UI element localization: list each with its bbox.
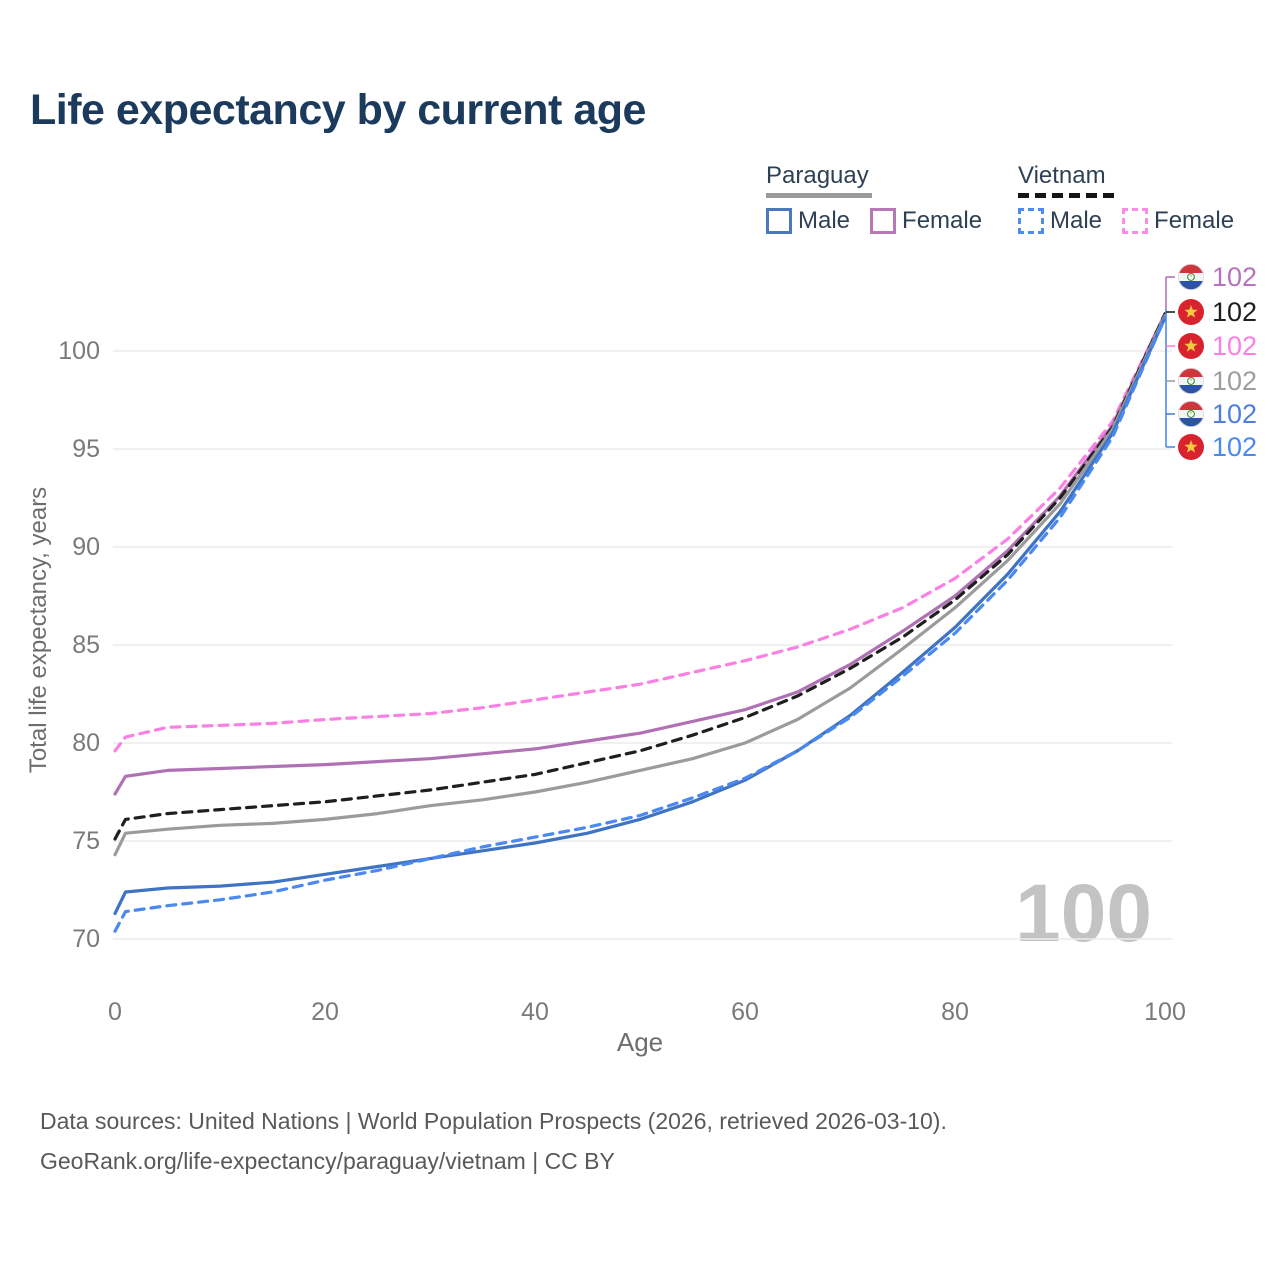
footer-attribution-url: GeoRank.org/life-expectancy/paraguay/vie… [40,1148,615,1174]
paraguay-line-style-sample [766,193,872,198]
x-tick-label-60: 60 [731,998,759,1026]
paraguay-flag-icon [1178,401,1204,427]
legend-items-paraguay: Male Female [766,207,982,235]
legend-item-label: Male [1050,207,1103,234]
legend-group-paraguay: Paraguay Male Female [766,162,982,235]
legend-country-label-vietnam: Vietnam [1018,162,1106,189]
legend-item-label: Male [798,207,851,234]
series-line-vietnam [113,312,1167,841]
y-tick-label-75: 75 [72,827,100,855]
vietnam-flag-icon [1178,333,1204,359]
legend-country-vietnam[interactable]: Vietnam [1018,162,1234,198]
legend-item-vietnam-male[interactable]: Male [1018,207,1102,235]
y-axis-title: Total life expectancy, years [25,487,52,773]
page-title: Life expectancy by current age [30,86,646,134]
paraguay-flag-icon [1178,264,1204,290]
paraguay-flag-icon [1178,368,1204,394]
series-line-vietnam-female [113,312,1167,753]
end-label-value-vietnam: 102 [1212,297,1257,327]
footer-data-sources: Data sources: United Nations | World Pop… [40,1108,947,1134]
paraguay-male-swatch-icon [766,208,792,234]
series-line-paraguay-male [113,316,1167,916]
x-axis-title: Age [617,1027,663,1057]
legend-item-label: Female [902,207,983,234]
series-line-paraguay-female [113,312,1167,796]
paraguay-female-swatch-icon [870,208,897,234]
x-tick-label-0: 0 [108,998,122,1026]
legend-group-vietnam: Vietnam Male Female [1018,162,1234,235]
x-tick-label-100: 100 [1144,998,1186,1026]
vietnam-flag-icon [1178,299,1204,325]
y-tick-label-90: 90 [72,533,100,561]
end-label-value-vietnam-female: 102 [1212,331,1257,361]
y-tick-label-100: 100 [58,337,100,365]
y-tick-label-80: 80 [72,729,100,757]
vietnam-female-swatch-icon [1122,208,1149,234]
y-tick-label-70: 70 [72,925,100,953]
legend-item-label: Female [1154,207,1235,234]
x-tick-label-40: 40 [521,998,549,1026]
legend-items-vietnam: Male Female [1018,207,1234,235]
x-tick-label-20: 20 [311,998,339,1026]
legend-item-paraguay-male[interactable]: Male [766,207,850,235]
x-tick-label-80: 80 [941,998,969,1026]
end-label-value-paraguay-male: 102 [1212,399,1257,429]
legend-item-paraguay-female[interactable]: Female [870,207,982,235]
y-tick-label-85: 85 [72,631,100,659]
end-label-value-vietnam-male: 102 [1212,432,1257,462]
end-label-value-paraguay: 102 [1212,366,1257,396]
end-label-value-paraguay-female: 102 [1212,262,1257,292]
vietnam-male-swatch-icon [1018,208,1044,234]
vietnam-flag-icon [1178,434,1204,460]
legend-country-paraguay[interactable]: Paraguay [766,162,982,198]
series-line-vietnam-male [113,316,1167,933]
legend-country-label-paraguay: Paraguay [766,162,869,189]
age-counter-watermark: 100 [1015,868,1152,959]
vietnam-line-style-sample [1018,193,1119,198]
series-line-paraguay [113,314,1167,857]
legend-item-vietnam-female[interactable]: Female [1122,207,1234,235]
y-tick-label-95: 95 [72,435,100,463]
